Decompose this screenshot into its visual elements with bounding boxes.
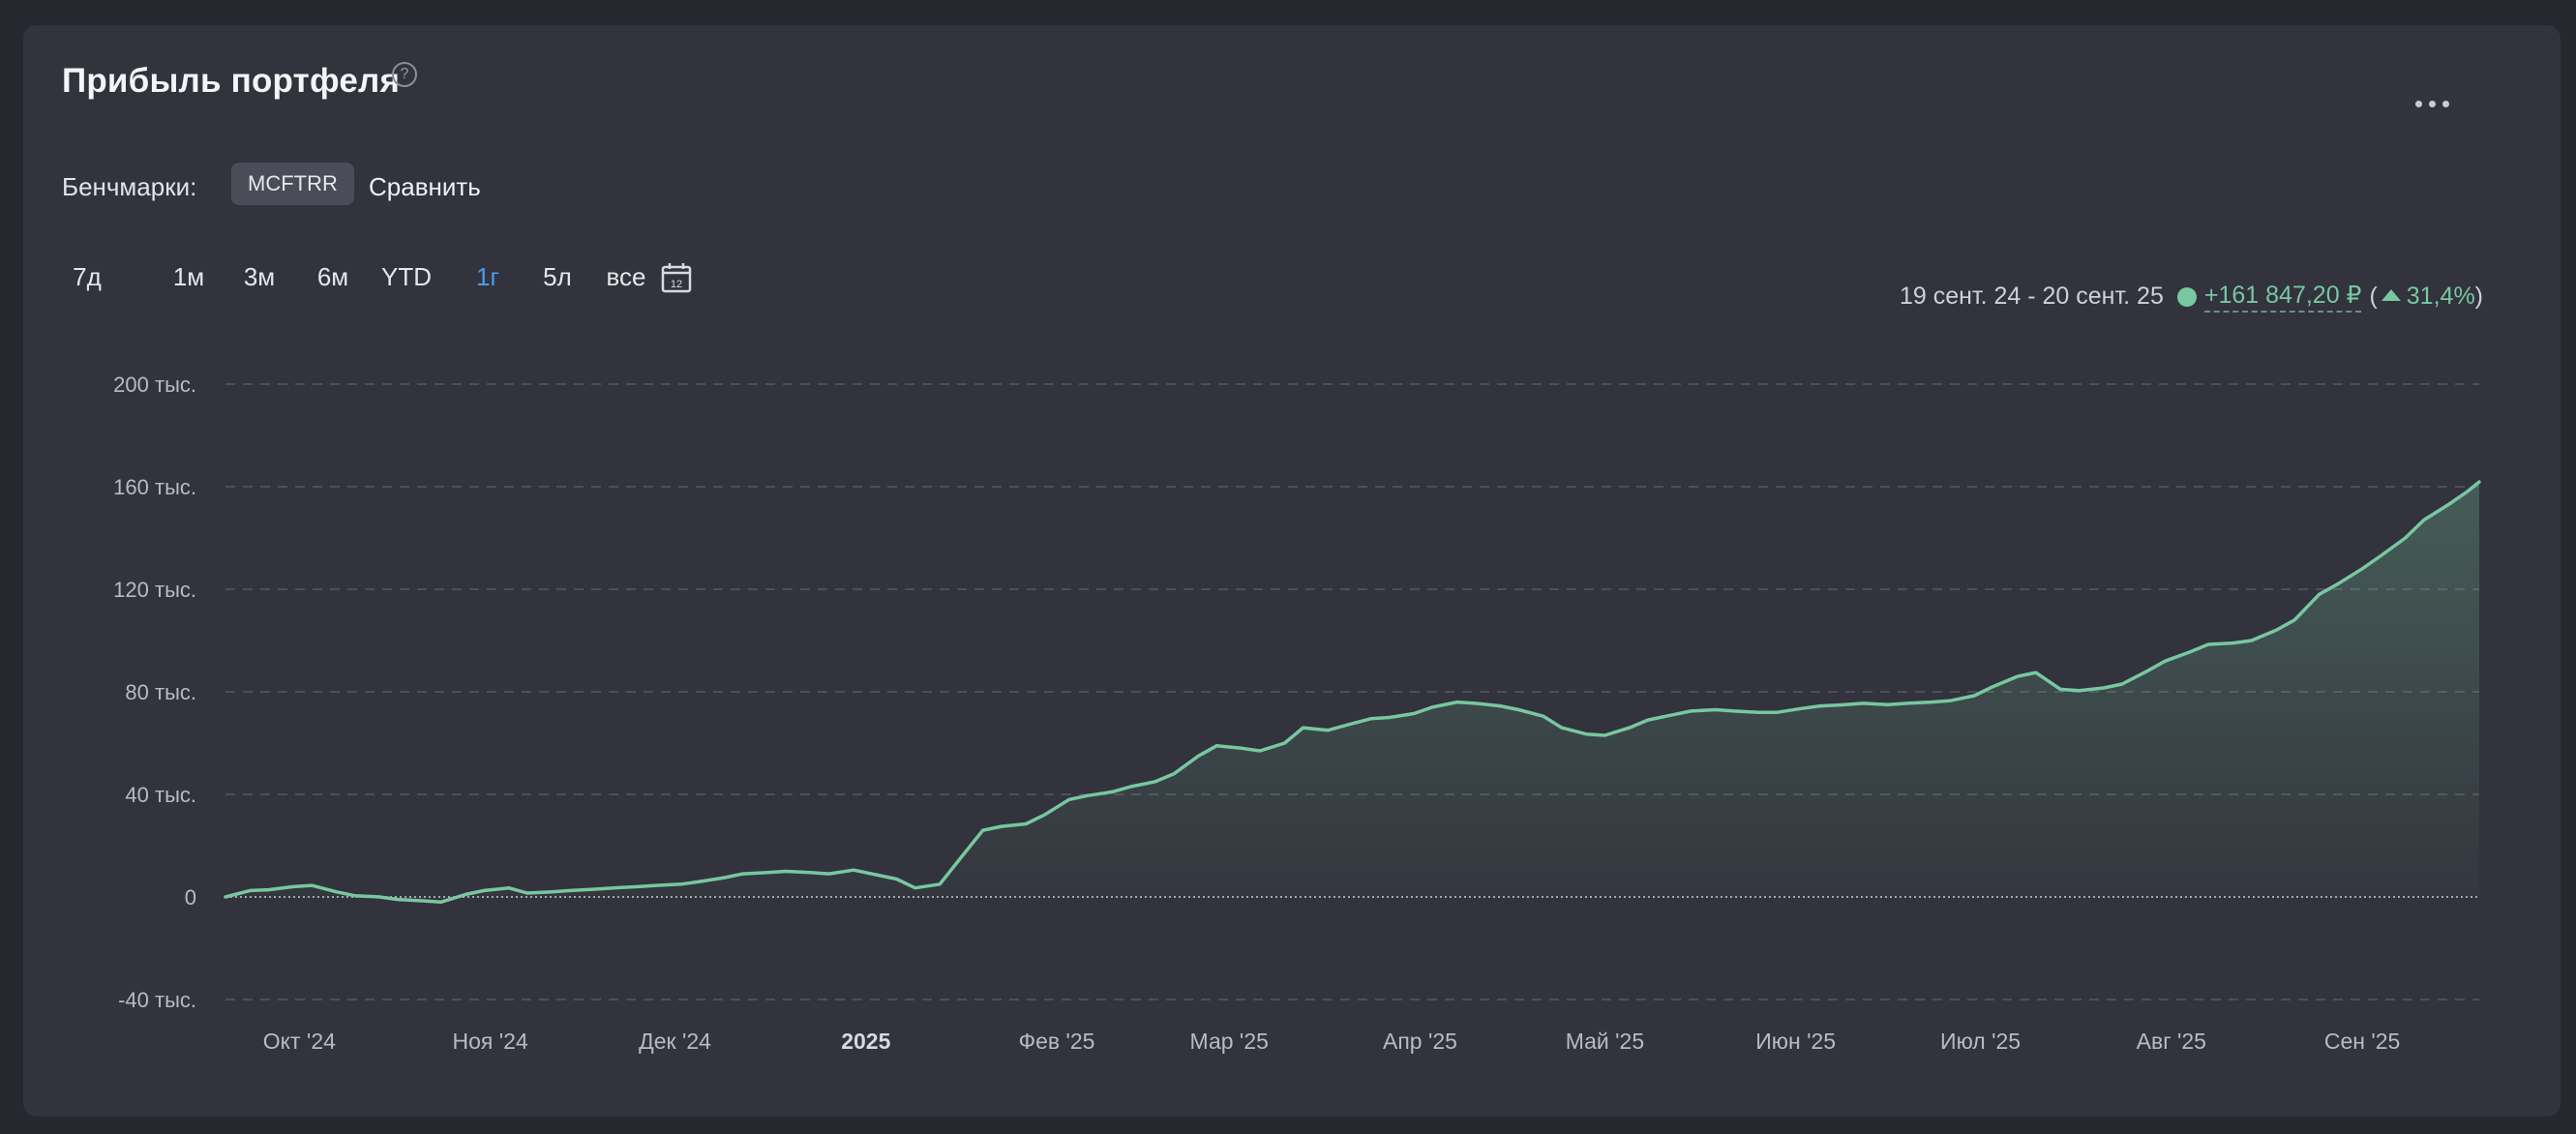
x-tick-label: Ноя '24 (453, 1029, 528, 1054)
page-title: Прибыль портфеля (62, 62, 401, 100)
x-tick-label: Май '25 (1566, 1029, 1644, 1054)
x-tick-label: Мар '25 (1190, 1029, 1269, 1054)
series-dot-icon (2176, 286, 2197, 307)
more-dot-2 (2429, 101, 2436, 107)
series-profit (224, 480, 2481, 905)
x-tick-label: Окт '24 (263, 1029, 336, 1054)
x-tick-label: Дек '24 (639, 1029, 711, 1054)
x-tick-label: Фев '25 (1019, 1029, 1095, 1054)
more-dot-1 (2415, 101, 2422, 107)
benchmark-chip-mcftrr[interactable]: MCFTRR (231, 163, 354, 205)
period-1y[interactable]: 1г (453, 242, 523, 312)
x-tick-label: Авг '25 (2137, 1029, 2206, 1054)
period-6m[interactable]: 6м (316, 262, 349, 291)
period-all[interactable]: все (606, 262, 646, 291)
portfolio-profit-card (23, 25, 2561, 1117)
series-line[interactable] (224, 480, 2481, 905)
more-options-icon[interactable] (2413, 97, 2452, 110)
period-1m[interactable]: 1м (172, 262, 205, 291)
y-tick-label: 160 тыс. (113, 475, 196, 499)
profit-value[interactable]: +161 847,20 ₽ (2203, 281, 2362, 313)
open-paren: ( (2369, 283, 2378, 310)
y-tick-label: 40 тыс. (125, 783, 196, 807)
period-3m[interactable]: 3м (243, 262, 276, 291)
calendar-icon[interactable]: 12 (660, 261, 693, 294)
period-ytd[interactable]: YTD (381, 262, 432, 291)
y-tick-label: 80 тыс. (125, 680, 196, 704)
x-tick-label: Июн '25 (1755, 1029, 1836, 1054)
more-dot-3 (2442, 101, 2449, 107)
svg-text:12: 12 (671, 279, 682, 290)
y-tick-label: 0 (185, 885, 196, 910)
x-tick-label: Сен '25 (2324, 1029, 2400, 1054)
series-area (225, 482, 2479, 903)
y-tick-label: -40 тыс. (118, 988, 196, 1012)
help-icon[interactable]: ? (392, 62, 417, 87)
x-tick-label: Июл '25 (1940, 1029, 2021, 1054)
x-tick-label: Апр '25 (1383, 1029, 1457, 1054)
y-tick-label: 120 тыс. (113, 578, 196, 602)
y-tick-label: 200 тыс. (113, 373, 196, 397)
x-axis: Окт '24 Ноя '24 Дек '24 2025 Фев '25 Мар '25 А… (263, 1029, 2401, 1054)
date-range: 19 сент. 24 - 20 сент. 25 (1899, 283, 2164, 310)
y-axis: -40 тыс. 0 40 тыс. 80 тыс. 120 тыс. 160 тыс. 2… (113, 373, 196, 1012)
profit-percent: 31,4% (2406, 283, 2475, 310)
compare-button[interactable]: Сравнить (369, 172, 481, 201)
close-paren: ) (2474, 283, 2483, 310)
period-summary: 19 сент. 24 - 20 сент. 25 +161 847,20 ₽ … (1900, 281, 2483, 313)
up-triangle-icon (2381, 288, 2401, 301)
x-tick-label: 2025 (841, 1029, 890, 1054)
period-7d[interactable]: 7д (73, 262, 102, 291)
benchmarks-label: Бенчмарки: (62, 172, 197, 201)
period-5y[interactable]: 5л (543, 262, 572, 291)
